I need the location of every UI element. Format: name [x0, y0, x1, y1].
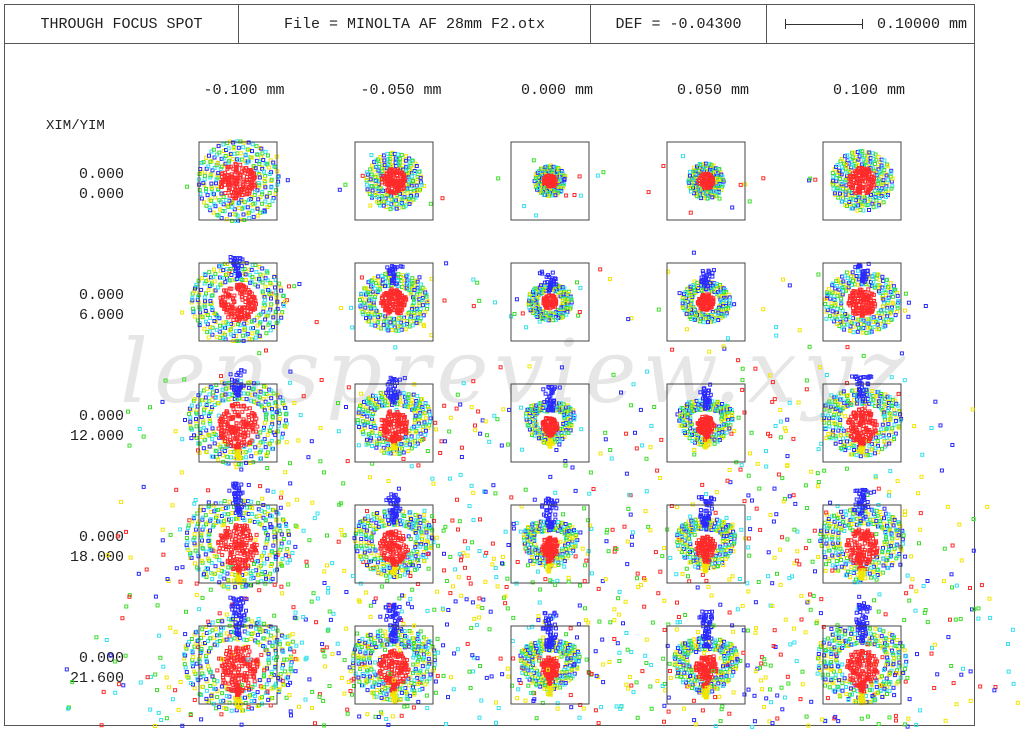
- spot-cell-r3-c1: [126, 368, 326, 501]
- spot-box-r5-c4: [666, 625, 746, 705]
- spot-box-r1-c4: [666, 141, 746, 221]
- spot-box-r3-c2: [354, 383, 434, 463]
- spot-cell-r1-c2: [337, 141, 445, 221]
- spot-box-r1-c3: [510, 141, 590, 221]
- row-label-1: 0.000 0.000: [78, 166, 124, 203]
- spot-cell-r1-c1: [185, 139, 290, 223]
- spot-box-r5-c3: [510, 625, 590, 705]
- spot-box-r2-c4: [666, 262, 746, 342]
- spot-box-r3-c5: [822, 383, 902, 463]
- spot-box-r4-c3: [510, 504, 590, 584]
- column-header-1: -0.100 mm: [203, 82, 285, 99]
- column-header-5: 0.100 mm: [832, 82, 905, 99]
- spot-box-r2-c1: [198, 262, 278, 342]
- row-label-2: 0.000 6.000: [78, 287, 124, 324]
- spot-cell-r2-c4: [626, 250, 792, 354]
- spot-box-r5-c1: [198, 625, 278, 705]
- row-label-5: 0.000 21.600: [69, 650, 124, 687]
- spot-cell-r1-c4: [646, 141, 766, 221]
- spot-box-r1-c2: [354, 141, 434, 221]
- spot-cell-r5-c1: [64, 577, 417, 728]
- spot-cell-r5-c5: [689, 568, 1020, 729]
- spot-cell-r2-c1: [180, 255, 319, 356]
- scale-bar-icon: [785, 19, 863, 29]
- spot-box-r3-c4: [666, 383, 746, 463]
- spot-cell-r2-c2: [339, 261, 449, 350]
- axis-label: XIM/YIM: [46, 118, 105, 134]
- header-bar: THROUGH FOCUS SPOT File = MINOLTA AF 28m…: [4, 4, 975, 44]
- spot-box-r2-c3: [510, 262, 590, 342]
- row-label-3: 0.000 12.000: [69, 408, 124, 445]
- header-def: DEF = -0.04300: [591, 5, 767, 43]
- spot-box-r1-c5: [822, 141, 902, 221]
- spot-cell-r5-c4: [531, 574, 879, 729]
- spot-box-r3-c3: [510, 383, 590, 463]
- spot-cell-r2-c3: [471, 262, 634, 342]
- column-header-3: 0.000 mm: [520, 82, 593, 99]
- spot-cell-r4-c4: [558, 467, 853, 634]
- spot-box-r3-c1: [198, 383, 278, 463]
- spot-cell-r3-c2: [274, 375, 504, 491]
- spot-box-r1-c1: [198, 141, 278, 221]
- spot-box-r4-c5: [822, 504, 902, 584]
- spot-cell-r4-c3: [406, 483, 685, 625]
- spot-box-r2-c5: [822, 262, 902, 342]
- spot-cell-r3-c4: [598, 358, 824, 497]
- spot-cell-r4-c2: [249, 464, 543, 619]
- spot-cell-r5-c2: [220, 570, 566, 728]
- column-header-4: 0.050 mm: [676, 82, 749, 99]
- row-label-4: 0.000 18.000: [69, 529, 124, 566]
- header-scale: 0.10000 mm: [767, 5, 974, 43]
- spot-cell-r2-c5: [797, 261, 928, 358]
- spot-box-r4-c1: [198, 504, 278, 584]
- spot-cell-r3-c5: [748, 365, 975, 497]
- column-header-2: -0.050 mm: [360, 82, 442, 99]
- spot-cell-r4-c5: [715, 466, 992, 631]
- spot-box-r4-c2: [354, 504, 434, 584]
- scale-value: 0.10000 mm: [877, 15, 968, 33]
- spot-cell-r5-c3: [388, 575, 724, 727]
- spot-box-r5-c2: [354, 625, 434, 705]
- spot-cell-r3-c3: [442, 364, 664, 496]
- header-file: File = MINOLTA AF 28mm F2.otx: [239, 5, 591, 43]
- spot-cell-r1-c5: [807, 141, 902, 221]
- spot-cell-r4-c1: [105, 470, 383, 639]
- spot-box-r2-c2: [354, 262, 434, 342]
- spot-cell-r1-c3: [496, 141, 606, 221]
- spot-box-r5-c5: [822, 625, 902, 705]
- spot-box-r4-c4: [666, 504, 746, 584]
- header-title: THROUGH FOCUS SPOT: [5, 5, 239, 43]
